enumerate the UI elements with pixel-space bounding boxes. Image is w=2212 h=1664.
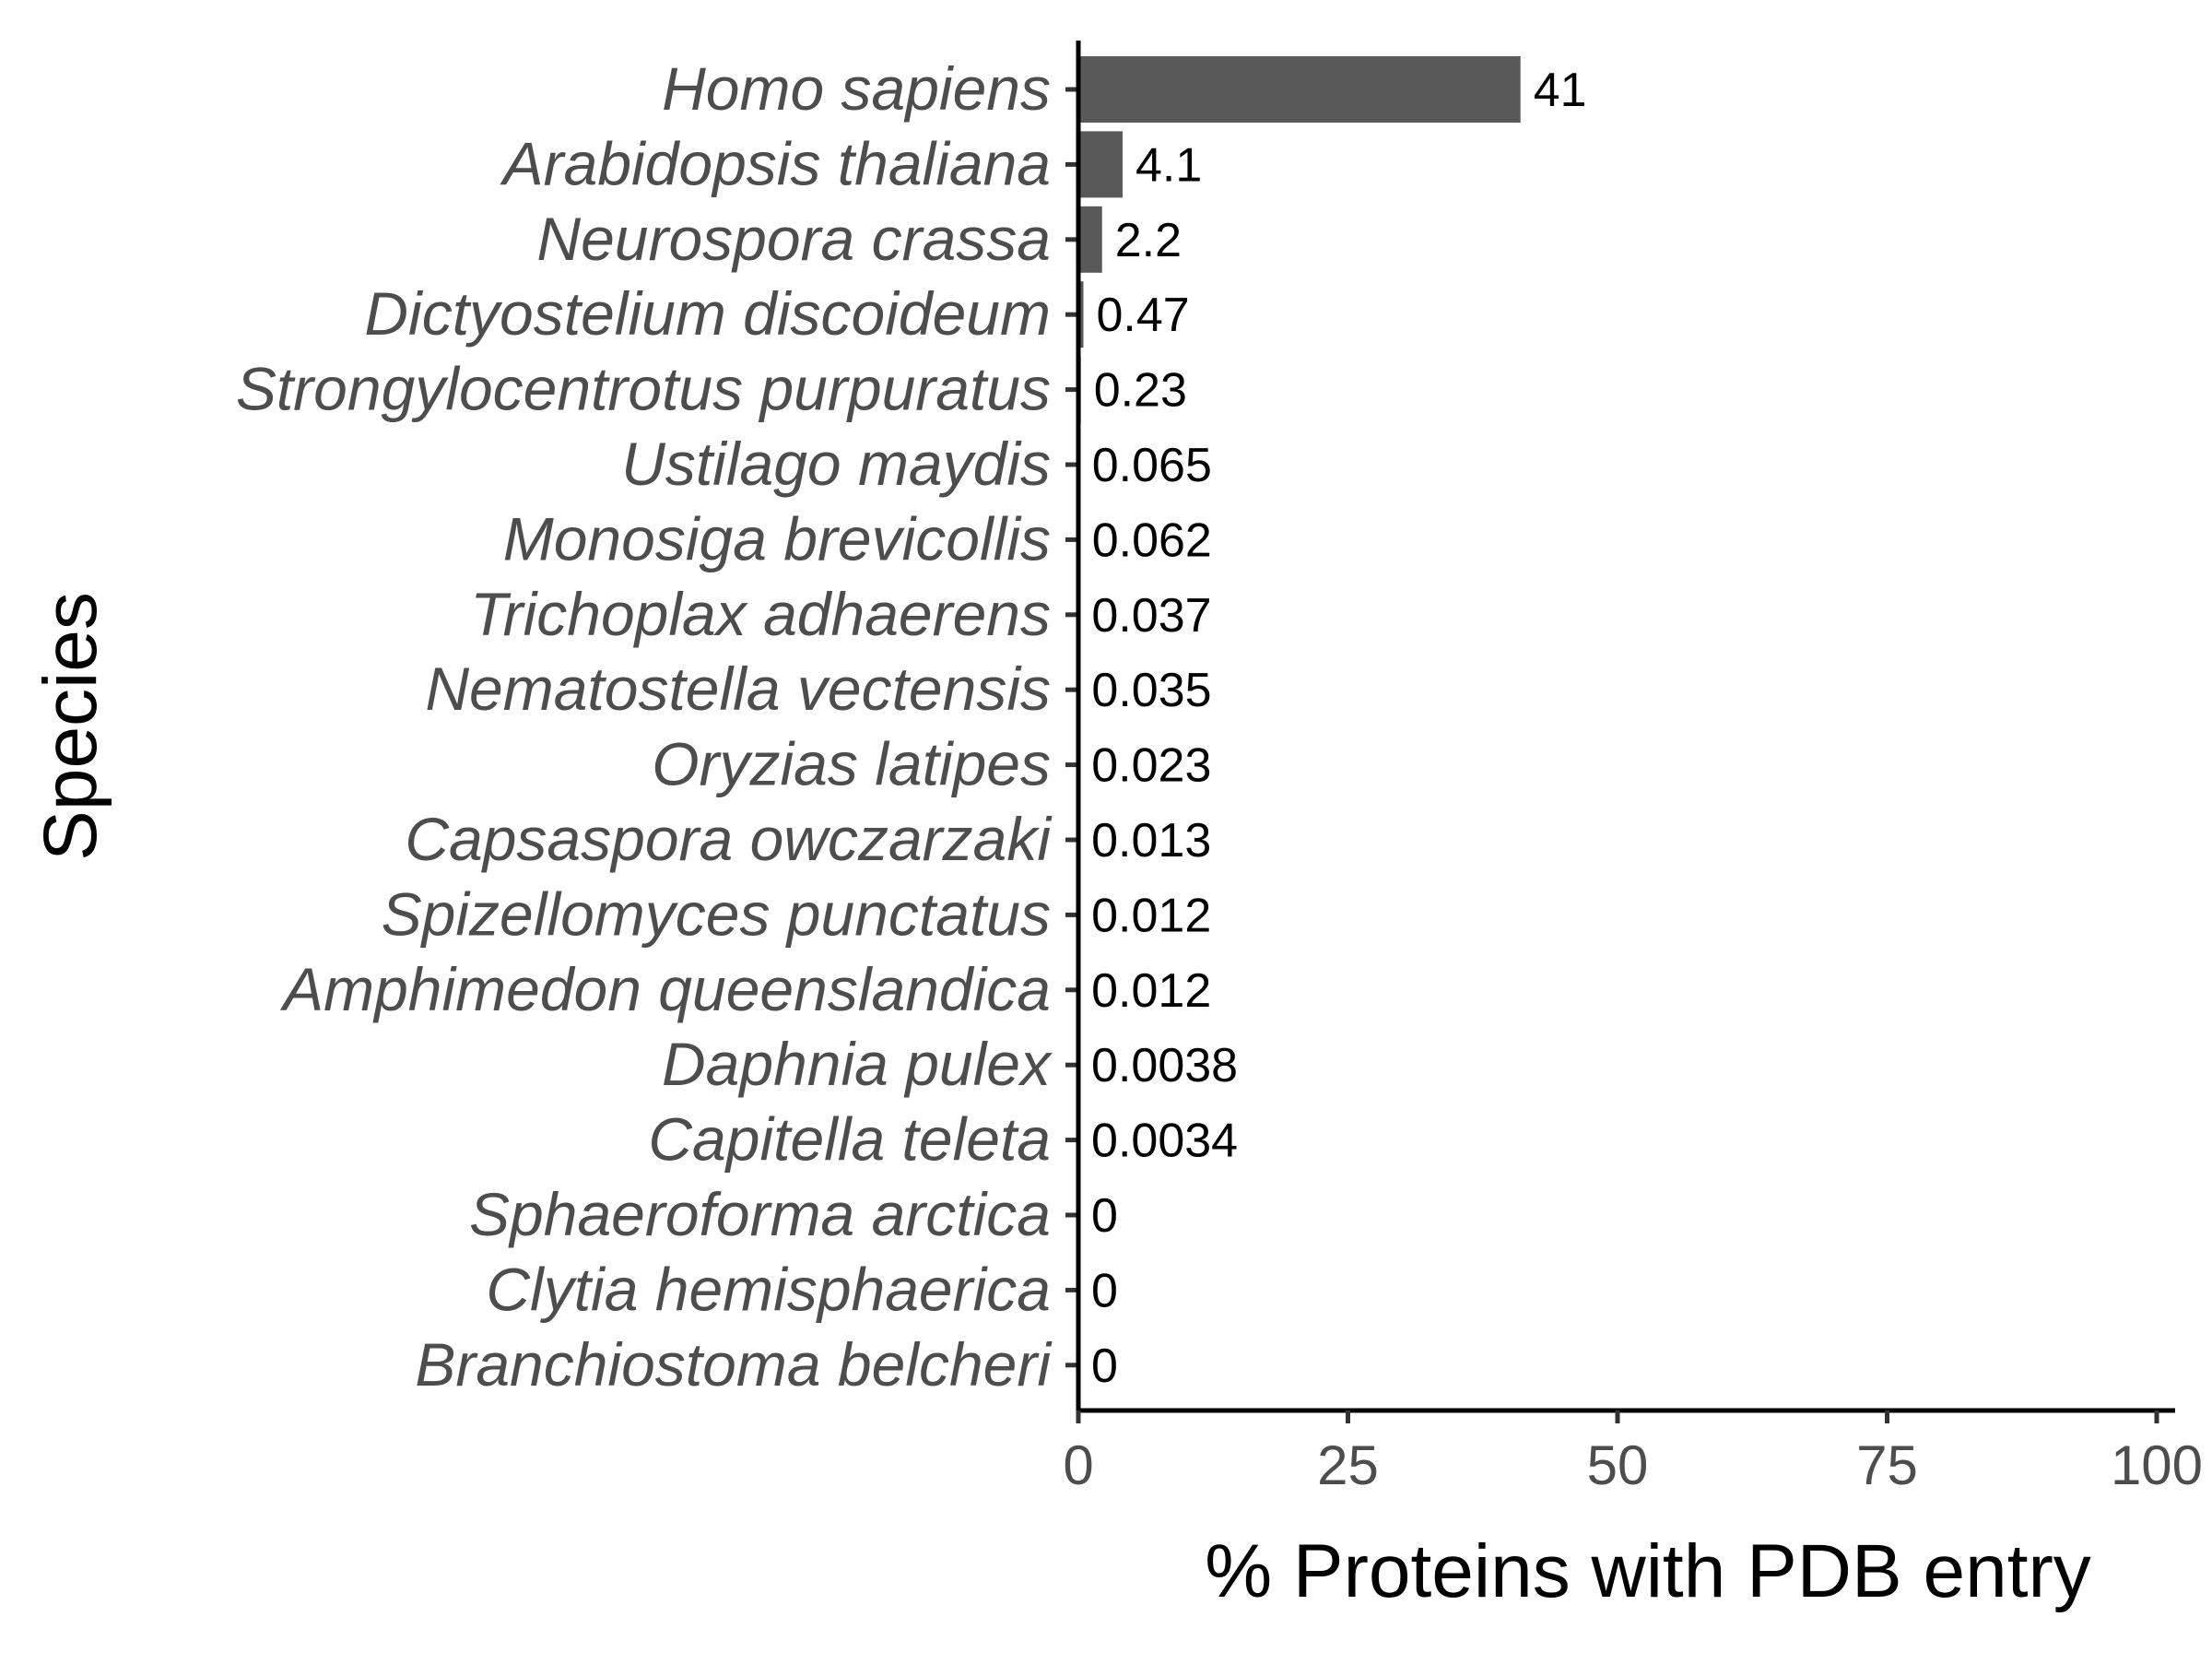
- bar-value-label: 0.023: [1091, 739, 1211, 793]
- bar-value-label: 0.23: [1094, 364, 1187, 418]
- y-tick-label: Homo sapiens: [662, 54, 1051, 123]
- bar-value-label: 0.013: [1091, 814, 1211, 867]
- bar-value-label: 0: [1091, 1264, 1118, 1317]
- y-tick-label: Monosiga brevicollis: [503, 504, 1051, 572]
- bar-value-label: 0.065: [1092, 439, 1212, 492]
- y-tick-label: Capsaspora owczarzaki: [405, 805, 1053, 873]
- x-tick-label: 25: [1317, 1434, 1379, 1496]
- x-tick-label: 100: [2111, 1434, 2203, 1496]
- x-tick-label: 0: [1063, 1434, 1093, 1496]
- y-tick-label: Nematostella vectensis: [425, 655, 1051, 723]
- bar: [1078, 56, 1521, 123]
- bar-value-label: 41: [1534, 64, 1587, 117]
- bar-value-label: 0.0038: [1091, 1039, 1238, 1092]
- x-axis: 0 25 50 75 100: [1063, 1410, 2203, 1496]
- bar-value-label: 4.1: [1135, 138, 1202, 192]
- x-axis-title: % Proteins with PDB entry: [1205, 1529, 2091, 1613]
- y-tick-label: Neurospora crassa: [536, 205, 1051, 273]
- y-tick-label: Trichoplax adhaerens: [470, 580, 1051, 648]
- bar: [1078, 207, 1102, 273]
- y-tick-label: Strongylocentrotus purpuratus: [236, 355, 1051, 423]
- y-tick-label: Amphimedon queenslandica: [279, 955, 1051, 1023]
- bar-value-label: 0.0034: [1091, 1115, 1238, 1168]
- bar-value-label: 0.037: [1091, 589, 1211, 643]
- y-tick-label: Spizellomyces punctatus: [382, 879, 1051, 948]
- bar-value-label: 0: [1091, 1189, 1118, 1243]
- x-tick-label: 75: [1856, 1434, 1918, 1496]
- value-labels-layer: 41 4.1 2.2 0.47 0.23 0.065 0.062 0.037 0.035 0.02…: [1091, 64, 1587, 1393]
- bar-value-label: 0.062: [1092, 513, 1212, 567]
- bar-value-label: 0.035: [1091, 664, 1211, 717]
- y-tick-label: Daphnia pulex: [662, 1030, 1053, 1098]
- bar-value-label: 0.012: [1091, 889, 1211, 942]
- y-axis-title: Species: [29, 592, 112, 861]
- bar: [1078, 131, 1123, 197]
- x-tick-label: 50: [1587, 1434, 1649, 1496]
- y-tick-label: Capitella teleta: [648, 1105, 1051, 1174]
- y-tick-label: Sphaeroforma arctica: [469, 1180, 1051, 1248]
- y-tick-label: Oryzias latipes: [652, 730, 1051, 798]
- y-tick-label: Ustilago maydis: [621, 430, 1051, 498]
- y-tick-label: Branchiostoma belcheri: [415, 1330, 1053, 1398]
- bar-value-label: 0: [1091, 1339, 1118, 1393]
- bar-value-label: 2.2: [1115, 214, 1182, 267]
- y-tick-label: Dictyostelium discoideum: [364, 279, 1051, 348]
- bar-value-label: 0.47: [1096, 289, 1189, 342]
- y-tick-label: Arabidopsis thaliana: [500, 129, 1051, 197]
- bar-value-label: 0.012: [1091, 964, 1211, 1018]
- y-tick-label: Clytia hemisphaerica: [486, 1255, 1051, 1323]
